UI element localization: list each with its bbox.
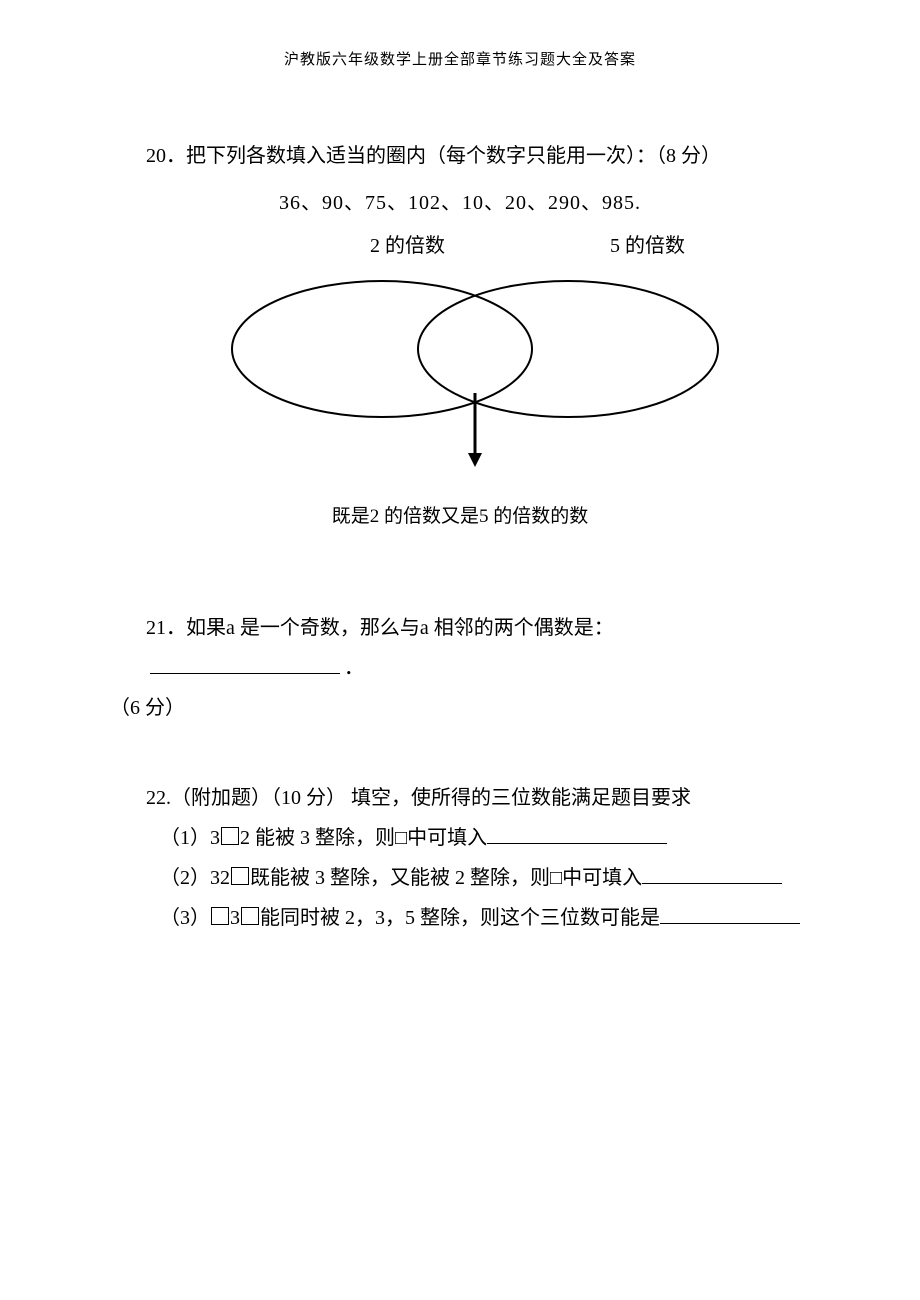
- q22-s1a: （1）3: [160, 827, 220, 849]
- venn-caption-c: 5 的倍数的数: [479, 506, 588, 527]
- q21-line1: 21．如果a 是一个奇数，那么与a 相邻的两个偶数是： ．: [146, 608, 810, 688]
- q21-blank[interactable]: [150, 655, 340, 674]
- q22-s3c: 能同时被 2，3，5 整除，则这个三位数可能是: [260, 907, 660, 929]
- q22: 22.（附加题）（10 分） 填空，使所得的三位数能满足题目要求 （1）3 2 能…: [110, 778, 810, 938]
- q22-blank3[interactable]: [660, 905, 800, 924]
- q22-s3b: 3: [230, 907, 240, 929]
- q22-s3a: （3）: [160, 907, 210, 929]
- q22-s2b: 既能被 3 整除，又能被 2 整除，则□中可填入: [250, 867, 642, 889]
- q22-blank1[interactable]: [487, 825, 667, 844]
- q21: 21．如果a 是一个奇数，那么与a 相邻的两个偶数是： ． （6 分）: [110, 608, 810, 728]
- venn-diagram: [200, 263, 720, 483]
- q22-line1: 22.（附加题）（10 分） 填空，使所得的三位数能满足题目要求: [146, 778, 810, 818]
- venn-labels-row: 2 的倍数 5 的倍数: [110, 229, 810, 257]
- venn-label-right: 5 的倍数: [610, 229, 685, 258]
- q20-prompt: 20．把下列各数填入适当的圈内（每个数字只能用一次）：（8 分）: [146, 139, 810, 168]
- placeholder-box-icon: [241, 907, 259, 925]
- q21-b: a 是一个奇数，那么与: [226, 617, 420, 639]
- q21-tail: ．: [344, 657, 364, 679]
- q22-s2a: （2）32: [160, 867, 230, 889]
- venn-caption-a: 既是: [332, 506, 370, 527]
- q22-sub3: （3） 3 能同时被 2，3，5 整除，则这个三位数可能是: [160, 898, 810, 938]
- page-header: 沪教版六年级数学上册全部章节练习题大全及答案: [110, 48, 810, 69]
- venn-caption-b: 2 的倍数又是: [370, 506, 479, 527]
- q22-sub1: （1）3 2 能被 3 整除，则□中可填入: [160, 818, 810, 858]
- q21-line2: （6 分）: [110, 688, 810, 728]
- q22-s1b: 2 能被 3 整除，则□中可填入: [240, 827, 487, 849]
- page: 沪教版六年级数学上册全部章节练习题大全及答案 20．把下列各数填入适当的圈内（每…: [0, 0, 920, 1300]
- q22-sub2: （2）32 既能被 3 整除，又能被 2 整除，则□中可填入: [160, 858, 810, 898]
- placeholder-box-icon: [211, 907, 229, 925]
- venn-label-left: 2 的倍数: [370, 229, 445, 258]
- venn-caption: 既是2 的倍数又是5 的倍数的数: [110, 501, 810, 528]
- q21-c: a 相邻的两个偶数是：: [420, 617, 614, 639]
- venn-diagram-wrap: [110, 263, 810, 483]
- q21-a: 21．如果: [146, 617, 226, 639]
- placeholder-box-icon: [231, 867, 249, 885]
- q20-numbers: 36、90、75、102、10、20、290、985.: [110, 186, 810, 215]
- q22-blank2[interactable]: [642, 865, 782, 884]
- placeholder-box-icon: [221, 827, 239, 845]
